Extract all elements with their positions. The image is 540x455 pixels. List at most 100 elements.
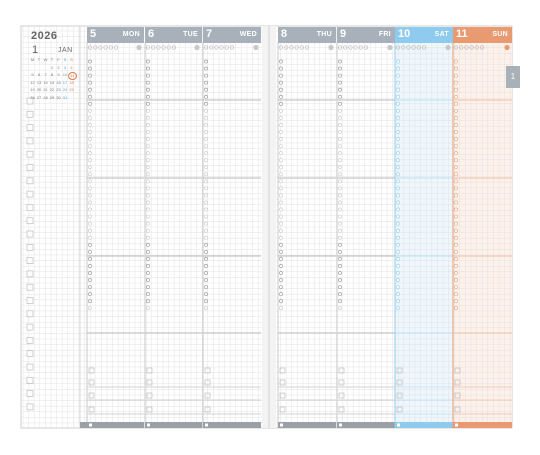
hour-marker (204, 123, 208, 127)
weather-icon (469, 45, 474, 50)
hour-marker (454, 256, 458, 261)
hour-marker (279, 242, 283, 247)
mini-cal-day[interactable]: 21 (43, 87, 48, 93)
mini-cal-day[interactable]: 25 (69, 87, 74, 93)
mini-cal-day[interactable]: 8 (50, 72, 54, 78)
checkbox (26, 204, 34, 211)
hour-marker (204, 242, 208, 247)
hour-marker (396, 271, 400, 275)
mini-cal-weekday: F (57, 57, 60, 62)
hour-marker (279, 200, 283, 205)
mini-cal-day[interactable]: 2 (57, 64, 60, 70)
day-header-sat[interactable]: 10 SAT (395, 27, 453, 43)
hour-marker (204, 94, 208, 99)
task-box (454, 406, 461, 413)
weather-icon (289, 45, 294, 50)
hour-marker (204, 256, 208, 261)
mini-cal-day[interactable]: 12 (30, 79, 35, 85)
hour-marker (279, 235, 283, 240)
weather-icon (219, 45, 224, 50)
hour-marker (88, 66, 92, 71)
mini-cal-day[interactable]: 10 (62, 72, 68, 78)
mini-cal-day[interactable]: 3 (63, 64, 67, 70)
mini-cal-day[interactable]: 23 (56, 87, 61, 93)
hour-marker (454, 242, 458, 247)
mini-cal-day[interactable]: 29 (49, 95, 55, 100)
hour-marker (279, 101, 283, 106)
mini-cal-day[interactable]: 28 (43, 95, 48, 100)
day-number: 10 (398, 28, 411, 40)
hour-marker (338, 158, 342, 163)
hour-marker (279, 306, 283, 311)
hour-marker (396, 94, 400, 99)
day-header-thu[interactable]: 8 THU (278, 27, 336, 43)
hour-marker (454, 207, 458, 212)
mini-cal-day[interactable]: 6 (37, 72, 41, 78)
hour-marker (146, 271, 150, 275)
hour-marker (279, 299, 283, 304)
day-header-tue[interactable]: 6 TUE (145, 27, 202, 43)
day-header-fri[interactable]: 9 FRI (337, 27, 395, 43)
mini-cal-day[interactable]: 9 (57, 72, 60, 78)
hour-marker (454, 285, 458, 290)
day-header-mon[interactable]: 5 MON (87, 27, 144, 43)
mini-cal-day[interactable]: 24 (62, 87, 68, 93)
day-number: 8 (281, 28, 288, 40)
hour-marker (146, 137, 150, 141)
mini-cal-day[interactable]: 15 (49, 79, 55, 85)
mini-cal-day[interactable]: 4 (70, 64, 73, 70)
hour-marker (204, 108, 208, 113)
mini-cal-day[interactable]: 19 (30, 87, 35, 93)
hour-marker (396, 151, 400, 156)
moon-icon (253, 44, 259, 51)
mini-cal-day[interactable]: 18 (69, 79, 74, 85)
mini-cal-day[interactable]: 5 (31, 72, 34, 78)
hour-marker (146, 285, 150, 290)
hour-marker (338, 73, 342, 78)
weather-icon (145, 45, 151, 50)
hour-marker (146, 87, 150, 92)
mini-cal-day[interactable]: 31 (62, 95, 68, 100)
mini-cal-day[interactable]: 27 (36, 95, 42, 100)
hour-marker (279, 94, 283, 99)
hour-marker (396, 80, 400, 85)
mini-cal-day[interactable]: 7 (44, 72, 47, 78)
weather-icon (348, 45, 353, 50)
mini-cal-day[interactable]: 30 (56, 95, 61, 100)
hour-marker (88, 87, 92, 92)
hour-marker (396, 144, 400, 149)
task-box (338, 406, 345, 413)
weather-icon (411, 45, 416, 50)
day-header-wed[interactable]: 7 WED (203, 27, 261, 43)
hour-marker (396, 116, 400, 120)
mini-cal-day[interactable]: 14 (43, 79, 48, 85)
hour-marker (454, 193, 458, 198)
hour-marker (338, 172, 342, 177)
hour-marker (454, 264, 458, 268)
mini-cal-day[interactable]: 26 (30, 95, 35, 100)
hour-marker (338, 108, 342, 113)
weather-icon (363, 45, 369, 50)
checkbox (26, 297, 34, 304)
mini-cal-day[interactable]: 1 (50, 64, 54, 70)
month-index-tab[interactable]: 1 (506, 66, 520, 88)
hour-marker (146, 116, 150, 120)
hour-marker (146, 264, 150, 268)
hour-marker (146, 249, 150, 254)
hour-marker (396, 306, 400, 311)
mini-cal-day[interactable]: 16 (56, 79, 61, 85)
mini-cal-day[interactable]: 11 (68, 72, 77, 81)
task-box (396, 406, 403, 413)
task-box (454, 379, 461, 386)
hour-marker (146, 214, 150, 219)
mini-cal-day[interactable]: 22 (49, 87, 55, 93)
hour-marker (88, 228, 92, 233)
mini-cal-day[interactable]: 13 (36, 79, 42, 85)
hour-marker (396, 228, 400, 233)
day-header-sun[interactable]: 11 SUN (453, 27, 512, 43)
weather-icon (459, 45, 464, 50)
hour-marker (279, 271, 283, 275)
hour-marker (396, 285, 400, 290)
mini-cal-day[interactable]: 20 (36, 87, 42, 93)
mini-cal-day[interactable]: 17 (62, 79, 68, 85)
